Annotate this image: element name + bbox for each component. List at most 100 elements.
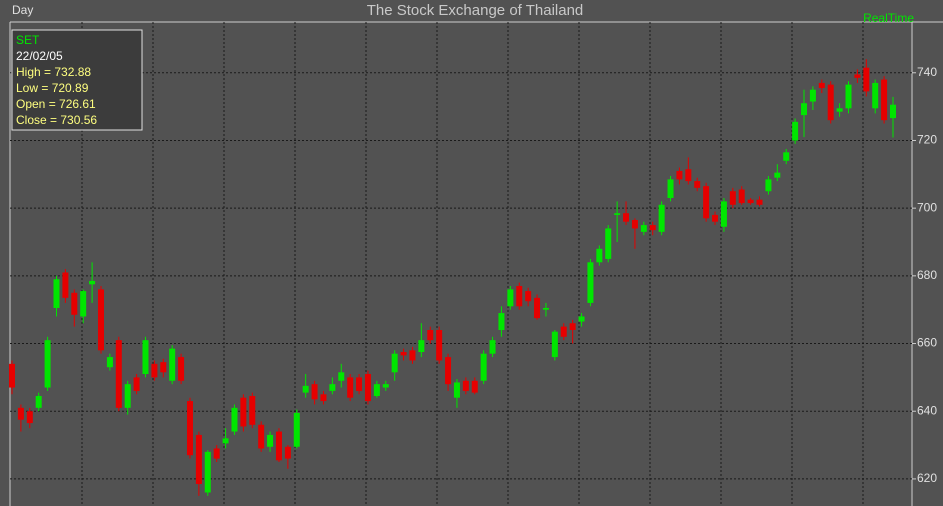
candle-body — [605, 228, 612, 259]
candle-body — [204, 451, 211, 493]
candle-body — [489, 340, 496, 354]
info-symbol: SET — [16, 33, 40, 47]
info-line: Close = 730.56 — [16, 113, 97, 127]
vertical-grid — [81, 22, 864, 506]
candle-body — [364, 374, 371, 402]
candle-body — [685, 169, 692, 182]
y-tick-label: 640 — [917, 403, 937, 417]
candle-body — [587, 262, 594, 303]
candle-body — [35, 396, 42, 408]
candle-body — [391, 353, 398, 373]
candle-body — [427, 330, 434, 341]
candle-body — [453, 382, 460, 398]
candle-body — [320, 394, 327, 402]
candle-body — [551, 331, 558, 358]
candle-body — [71, 292, 78, 315]
candle-body — [498, 313, 505, 330]
candle-body — [881, 79, 888, 121]
candle-body — [275, 431, 282, 461]
info-date: 22/02/05 — [16, 49, 63, 63]
candle-body — [231, 407, 238, 432]
candle-body — [694, 181, 701, 188]
candle-body — [169, 348, 176, 381]
candle-body — [818, 82, 825, 88]
candle-body — [258, 424, 265, 449]
candle-body — [382, 384, 389, 388]
candle-body — [783, 152, 790, 161]
candle-body — [462, 380, 469, 391]
candle-body — [347, 377, 354, 398]
candle-body — [667, 179, 674, 198]
candle-body — [827, 84, 834, 121]
candle-body — [26, 411, 33, 424]
candle-body — [836, 108, 843, 112]
candle-body — [80, 291, 87, 317]
candle-body — [284, 446, 291, 459]
y-tick-label: 620 — [917, 471, 937, 485]
candle-body — [542, 308, 549, 310]
candle-body — [640, 225, 647, 232]
y-tick-label: 720 — [917, 133, 937, 147]
candle-body — [720, 201, 727, 227]
candle-body — [356, 377, 363, 391]
candle-body — [525, 291, 532, 302]
candle-body — [480, 353, 487, 381]
candle-body — [97, 289, 104, 351]
candle-body — [560, 326, 567, 337]
candle-body — [409, 350, 416, 361]
candle-body — [436, 330, 443, 361]
candle-body — [293, 412, 300, 447]
candle-body — [89, 280, 96, 285]
candle-body — [747, 199, 754, 204]
candle-body — [569, 323, 576, 330]
candle-body — [774, 172, 781, 178]
candle-body — [578, 316, 585, 322]
candle-body — [418, 340, 425, 352]
candle-body — [623, 213, 630, 222]
chart-title: The Stock Exchange of Thailand — [367, 2, 584, 19]
candle-body — [160, 362, 167, 373]
candle-body — [712, 214, 719, 222]
candle-body — [729, 191, 736, 205]
candle-body — [338, 372, 345, 381]
candle-body — [534, 297, 541, 319]
candle-body — [53, 279, 60, 308]
period-label: Day — [12, 3, 33, 17]
candle-body — [151, 363, 158, 378]
candle-body — [845, 84, 852, 109]
candle-body — [890, 104, 896, 119]
candle-body — [516, 286, 523, 307]
candle-body — [178, 357, 185, 381]
candle-body — [854, 74, 861, 78]
mode-label: RealTime — [863, 11, 914, 25]
candle-body — [614, 213, 621, 215]
info-line: Open = 726.61 — [16, 97, 96, 111]
candle-body — [302, 385, 309, 393]
info-frame — [11, 29, 143, 131]
candle-body — [631, 220, 638, 229]
candle-body — [195, 434, 202, 484]
candle-body — [738, 189, 745, 204]
y-tick-label: 660 — [917, 336, 937, 350]
candle-body — [44, 340, 51, 388]
candle-body — [872, 82, 879, 109]
candle-body — [240, 397, 247, 427]
candle-body — [596, 248, 603, 263]
candle-body — [106, 357, 113, 368]
info-line: Low = 720.89 — [16, 81, 89, 95]
candle-body — [863, 67, 870, 92]
info-box: SET 22/02/05 High = 732.88 Low = 720.89 … — [11, 29, 143, 131]
y-tick-label: 740 — [917, 65, 937, 79]
candle-body — [222, 438, 229, 444]
candle-body — [267, 434, 274, 447]
info-line: High = 732.88 — [16, 65, 91, 79]
candle-body — [507, 289, 514, 307]
candle-body — [142, 340, 149, 374]
candle-body — [213, 448, 220, 459]
y-tick-label: 700 — [917, 200, 937, 214]
candle-body — [186, 401, 193, 456]
candle-body — [9, 363, 15, 388]
candle-body — [133, 377, 140, 391]
candle-body — [809, 89, 816, 102]
